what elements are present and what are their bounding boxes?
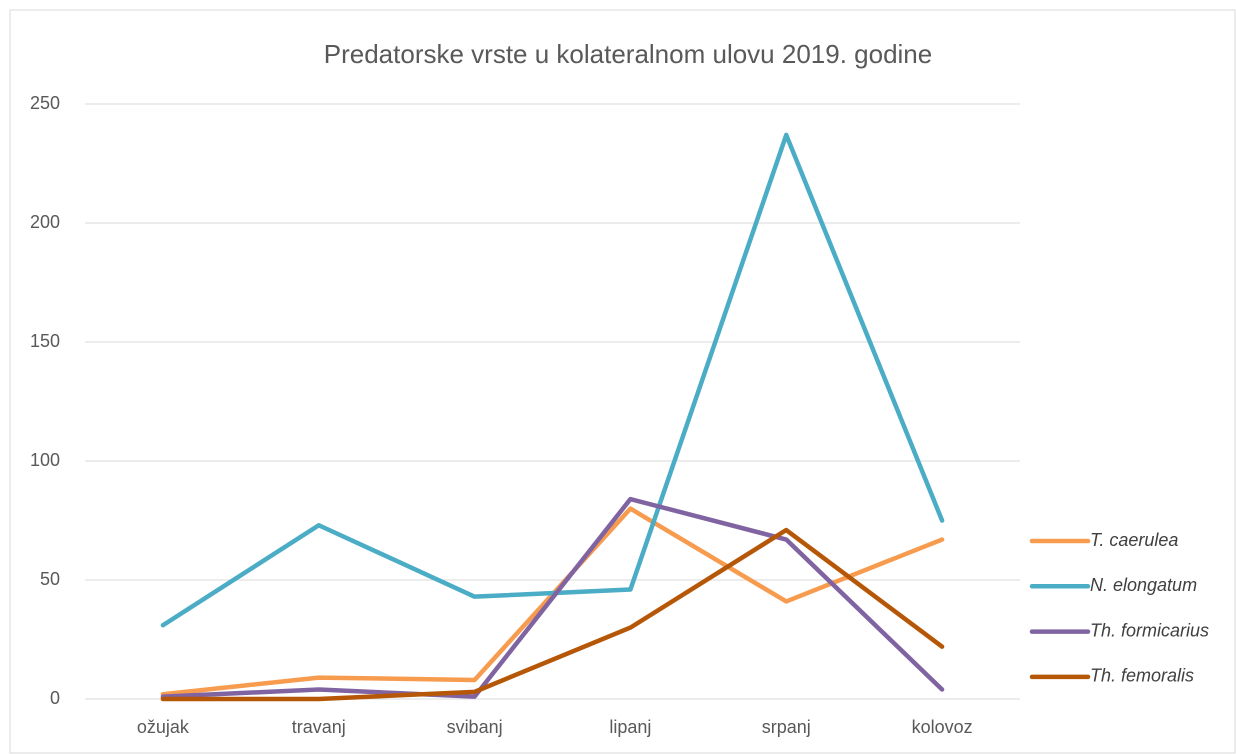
y-tick-label: 200 bbox=[30, 212, 60, 232]
y-tick-label: 50 bbox=[40, 569, 60, 589]
x-tick-label: kolovoz bbox=[912, 717, 973, 737]
x-tick-label: srpanj bbox=[762, 717, 811, 737]
x-tick-label: svibanj bbox=[447, 717, 503, 737]
y-tick-label: 150 bbox=[30, 331, 60, 351]
legend-label: Th. femoralis bbox=[1090, 666, 1194, 686]
y-tick-label: 100 bbox=[30, 450, 60, 470]
chart-border bbox=[9, 9, 1236, 754]
y-tick-label: 250 bbox=[30, 93, 60, 113]
x-tick-label: travanj bbox=[292, 717, 346, 737]
legend-label: Th. formicarius bbox=[1090, 620, 1209, 640]
series-line bbox=[160, 132, 945, 628]
series-line bbox=[160, 527, 945, 702]
series-line bbox=[160, 496, 945, 699]
y-tick-label: 0 bbox=[50, 688, 60, 708]
legend-label: N. elongatum bbox=[1090, 575, 1197, 595]
x-tick-label: ožujak bbox=[137, 717, 190, 737]
legend-label: T. caerulea bbox=[1090, 530, 1178, 550]
x-tick-label: lipanj bbox=[609, 717, 651, 737]
chart-title: Predatorske vrste u kolateralnom ulovu 2… bbox=[324, 39, 932, 69]
